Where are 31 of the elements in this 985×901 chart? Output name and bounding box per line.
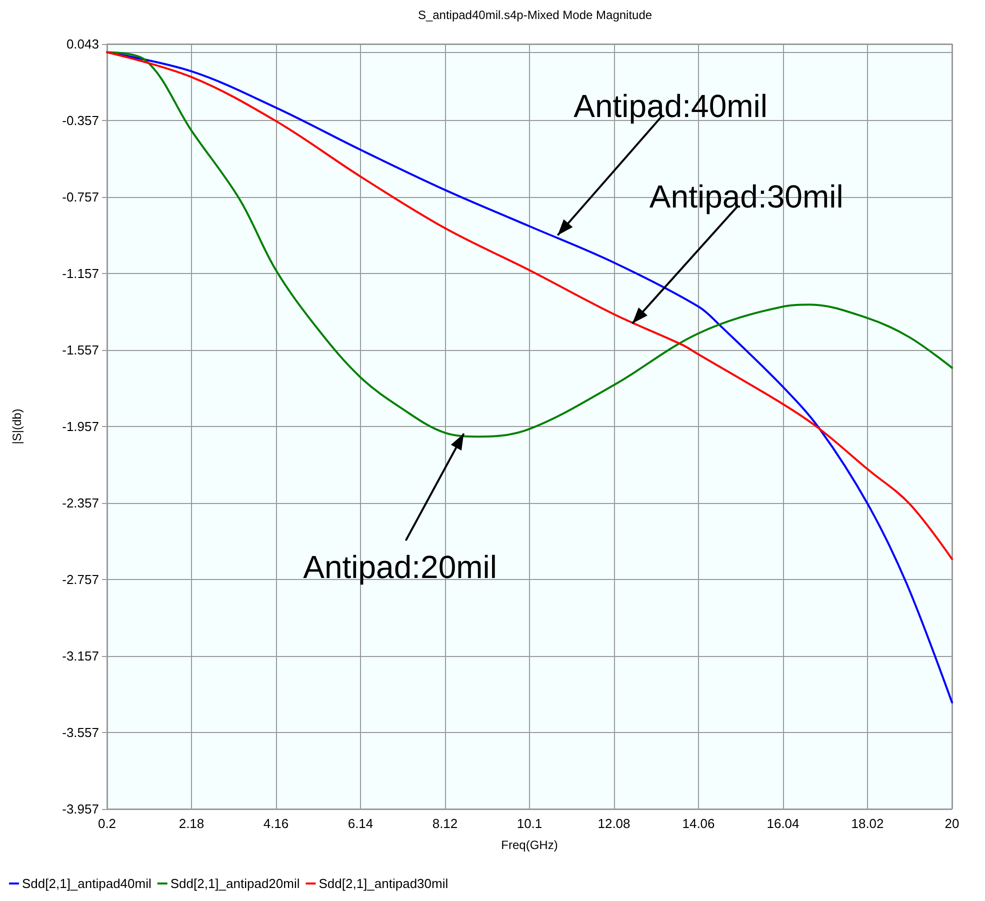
x-tick-label: 2.18 bbox=[178, 816, 204, 831]
y-tick-label: -1.957 bbox=[62, 419, 99, 434]
y-tick-label: -0.757 bbox=[62, 190, 99, 204]
x-tick-label: 8.12 bbox=[432, 816, 458, 831]
y-tick-label: -1.557 bbox=[62, 342, 99, 358]
y-tick-label: -3.557 bbox=[62, 725, 99, 740]
legend-label: Sdd[2,1]_antipad40mil bbox=[22, 876, 152, 891]
y-tick-label: -2.357 bbox=[62, 496, 99, 510]
y-tick-label: -2.757 bbox=[62, 572, 99, 587]
x-tick-label: 0.2 bbox=[98, 816, 116, 831]
x-tick-label: 12.08 bbox=[598, 816, 630, 831]
legend-label: Sdd[2,1]_antipad30mil bbox=[318, 876, 448, 891]
x-axis-title: Freq(GHz) bbox=[501, 838, 558, 852]
x-tick-label: 18.02 bbox=[851, 816, 884, 831]
y-tick-label: 0.043 bbox=[66, 36, 99, 52]
y-tick-label: -0.357 bbox=[62, 113, 99, 128]
annotation: Antipad:40mil bbox=[574, 88, 768, 124]
x-tick-label: 20 bbox=[944, 816, 960, 831]
annotation: Antipad:30mil bbox=[649, 178, 844, 214]
x-tick-label: 10.1 bbox=[516, 816, 542, 831]
legend-label: Sdd[2,1]_antipad20mil bbox=[170, 876, 300, 891]
chart-title: S_antipad40mil.s4p-Mixed Mode Magnitude bbox=[418, 8, 652, 22]
y-tick-label: -3.957 bbox=[62, 802, 99, 816]
y-axis-title: |S|(db) bbox=[10, 408, 24, 444]
y-tick-label: -1.157 bbox=[62, 266, 99, 281]
y-tick-label: -3.157 bbox=[62, 648, 99, 664]
x-tick-label: 14.06 bbox=[682, 816, 715, 831]
x-tick-label: 16.04 bbox=[766, 816, 800, 831]
annotation: Antipad:20mil bbox=[303, 549, 498, 586]
x-tick-label: 6.14 bbox=[348, 816, 374, 831]
x-tick-label: 4.16 bbox=[263, 816, 289, 831]
